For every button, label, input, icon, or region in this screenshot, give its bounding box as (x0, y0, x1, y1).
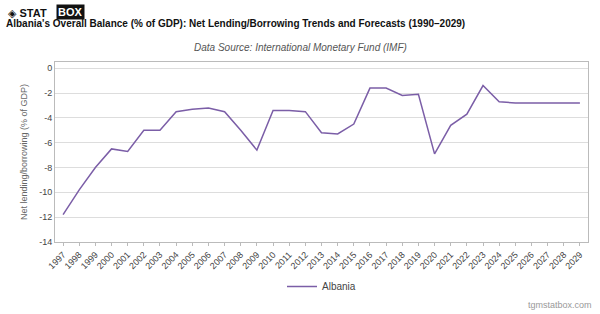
svg-text:2023: 2023 (466, 250, 487, 271)
svg-text:2016: 2016 (353, 250, 374, 271)
svg-text:Albania: Albania (322, 281, 356, 292)
svg-text:Net lending/borrowing (% of GD: Net lending/borrowing (% of GDP) (19, 84, 29, 220)
svg-text:2003: 2003 (143, 250, 164, 271)
svg-text:Albania's Overall Balance (% o: Albania's Overall Balance (% of GDP): Ne… (6, 18, 465, 29)
svg-text:2025: 2025 (499, 250, 520, 271)
svg-text:0: 0 (47, 63, 52, 73)
svg-text:2029: 2029 (563, 250, 584, 271)
svg-text:2017: 2017 (369, 250, 390, 271)
svg-text:tgmstatbox.com: tgmstatbox.com (528, 300, 592, 310)
svg-text:2015: 2015 (337, 250, 358, 271)
svg-text:2011: 2011 (273, 250, 294, 271)
svg-text:2008: 2008 (224, 250, 245, 271)
svg-text:2007: 2007 (208, 250, 229, 271)
svg-text:2020: 2020 (418, 250, 439, 271)
svg-text:-6: -6 (44, 138, 52, 148)
svg-text:2027: 2027 (531, 250, 552, 271)
svg-text:2013: 2013 (305, 250, 326, 271)
svg-text:1998: 1998 (63, 250, 84, 271)
svg-text:2024: 2024 (483, 250, 504, 271)
svg-text:2014: 2014 (321, 250, 342, 271)
svg-text:2006: 2006 (192, 250, 213, 271)
svg-text:2002: 2002 (127, 250, 148, 271)
svg-text:2009: 2009 (240, 250, 261, 271)
svg-text:2012: 2012 (289, 250, 310, 271)
svg-text:1999: 1999 (79, 250, 100, 271)
svg-text:2028: 2028 (547, 250, 568, 271)
svg-text:2005: 2005 (176, 250, 197, 271)
svg-text:-10: -10 (39, 187, 52, 197)
svg-text:2026: 2026 (515, 250, 536, 271)
svg-text:◈ STAT: ◈ STAT (8, 7, 47, 19)
svg-text:2019: 2019 (402, 250, 423, 271)
svg-text:BOX: BOX (58, 6, 83, 18)
svg-text:-8: -8 (44, 163, 52, 173)
svg-text:2018: 2018 (386, 250, 407, 271)
svg-text:-2: -2 (44, 88, 52, 98)
svg-text:2021: 2021 (434, 250, 455, 271)
svg-text:-12: -12 (39, 212, 52, 222)
svg-text:2001: 2001 (111, 250, 132, 271)
svg-text:1997: 1997 (46, 250, 67, 271)
svg-text:2004: 2004 (160, 250, 181, 271)
svg-text:-4: -4 (44, 113, 52, 123)
svg-text:2010: 2010 (256, 250, 277, 271)
svg-text:2022: 2022 (450, 250, 471, 271)
svg-text:Data Source: International Mon: Data Source: International Monetary Fund… (194, 42, 407, 53)
svg-text:2000: 2000 (95, 250, 116, 271)
svg-text:-14: -14 (39, 237, 52, 247)
